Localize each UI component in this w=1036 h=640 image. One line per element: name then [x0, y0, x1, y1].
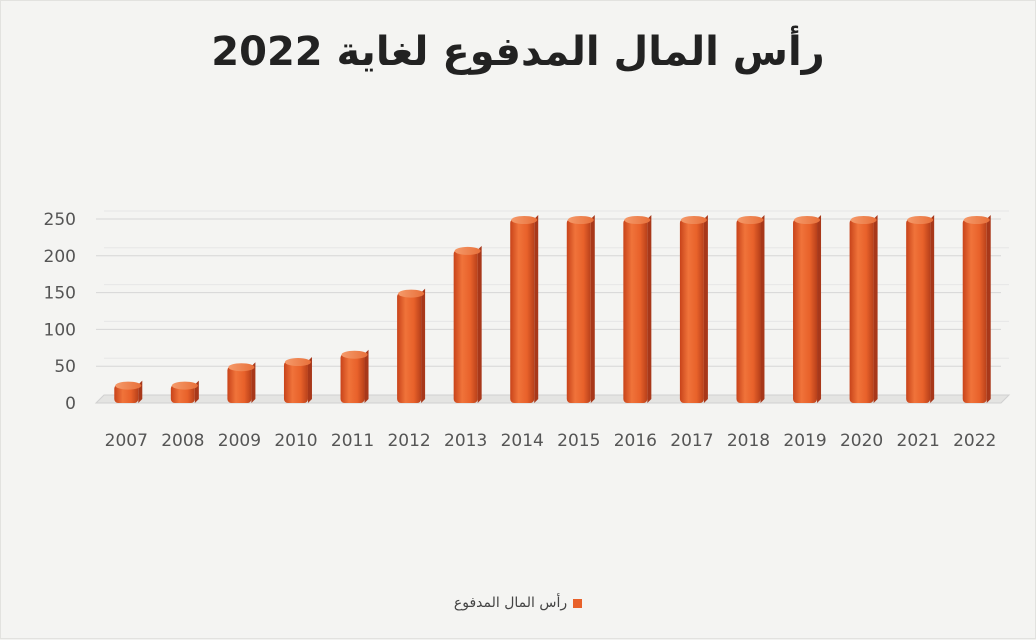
x-tick-label: 2015 — [557, 431, 600, 451]
bar — [623, 215, 652, 403]
chart-title: رأس المال المدفوع لغاية 2022 — [211, 29, 825, 75]
bar-side — [251, 362, 256, 403]
bar-body — [623, 219, 648, 403]
bar — [340, 349, 369, 403]
y-tick-label: 200 — [44, 247, 76, 267]
legend-label: رأس المال المدفوع — [453, 595, 568, 611]
y-tick-label: 50 — [54, 357, 76, 377]
bar-body — [906, 219, 931, 403]
bar — [397, 288, 426, 403]
bar-cap — [907, 216, 934, 224]
chart-legend: رأس المال المدفوع — [1, 595, 1035, 611]
bar-side — [534, 215, 539, 403]
y-tick-label: 150 — [44, 284, 76, 304]
bar-body — [849, 219, 874, 403]
bar-body — [227, 366, 252, 403]
x-tick-label: 2007 — [105, 431, 148, 451]
bar-cap — [171, 381, 198, 390]
bar-body — [566, 219, 591, 403]
bar-body — [510, 219, 535, 403]
bar — [283, 357, 312, 403]
bar-cap — [850, 216, 877, 224]
x-tick-label: 2019 — [783, 431, 826, 451]
bar — [566, 215, 595, 403]
bar-cap — [624, 216, 651, 224]
y-tick-label: 250 — [44, 210, 76, 230]
bar-body — [736, 219, 761, 403]
bar — [170, 380, 199, 403]
bar-side — [703, 215, 708, 403]
x-tick-label: 2021 — [897, 431, 940, 451]
bar — [227, 362, 256, 403]
x-tick-label: 2008 — [161, 431, 204, 451]
y-tick-label: 0 — [65, 394, 76, 414]
legend-swatch — [573, 598, 583, 608]
x-tick-label: 2022 — [953, 431, 996, 451]
bar-side — [873, 215, 878, 403]
bar — [453, 245, 482, 403]
x-tick-label: 2018 — [727, 431, 770, 451]
bar — [114, 380, 143, 403]
bar-side — [307, 357, 312, 403]
x-tick-label: 2020 — [840, 431, 883, 451]
bar-body — [679, 219, 704, 403]
bar-body — [397, 292, 422, 403]
x-tick-label: 2009 — [218, 431, 261, 451]
bar-cap — [115, 381, 142, 390]
bar — [736, 215, 765, 403]
x-tick-label: 2017 — [670, 431, 713, 451]
bar-cap — [963, 216, 990, 224]
bar — [962, 215, 991, 403]
bar-body — [283, 361, 308, 403]
bar-body — [340, 353, 365, 403]
x-tick-label: 2012 — [387, 431, 430, 451]
bar-side — [421, 288, 426, 403]
x-tick-label: 2011 — [331, 431, 374, 451]
bar-cap — [794, 216, 821, 224]
bar-side — [477, 245, 482, 403]
bar-body — [793, 219, 818, 403]
bar-side — [590, 215, 595, 403]
x-tick-label: 2016 — [614, 431, 657, 451]
bar — [793, 215, 822, 403]
bar-cap — [341, 350, 368, 359]
bar — [849, 215, 878, 403]
bar-cap — [284, 358, 311, 367]
bar-cap — [737, 216, 764, 224]
bar-cap — [454, 246, 481, 255]
x-tick-label: 2014 — [501, 431, 544, 451]
bar — [679, 215, 708, 403]
bar — [906, 215, 935, 403]
bar-side — [364, 349, 369, 403]
y-tick-label: 100 — [44, 320, 76, 340]
bar-cap — [680, 216, 707, 224]
bar-cap — [511, 216, 538, 224]
bar-body — [962, 219, 987, 403]
bar-side — [760, 215, 765, 403]
bar-side — [817, 215, 822, 403]
bar-cap — [398, 289, 425, 298]
bar-cap — [228, 363, 255, 372]
bar — [510, 215, 539, 403]
x-tick-label: 2013 — [444, 431, 487, 451]
bar-body — [453, 249, 478, 403]
bar-side — [647, 215, 652, 403]
x-tick-label: 2010 — [274, 431, 317, 451]
bar-side — [930, 215, 935, 403]
bar-side — [986, 215, 991, 403]
bar-cap — [567, 216, 594, 224]
